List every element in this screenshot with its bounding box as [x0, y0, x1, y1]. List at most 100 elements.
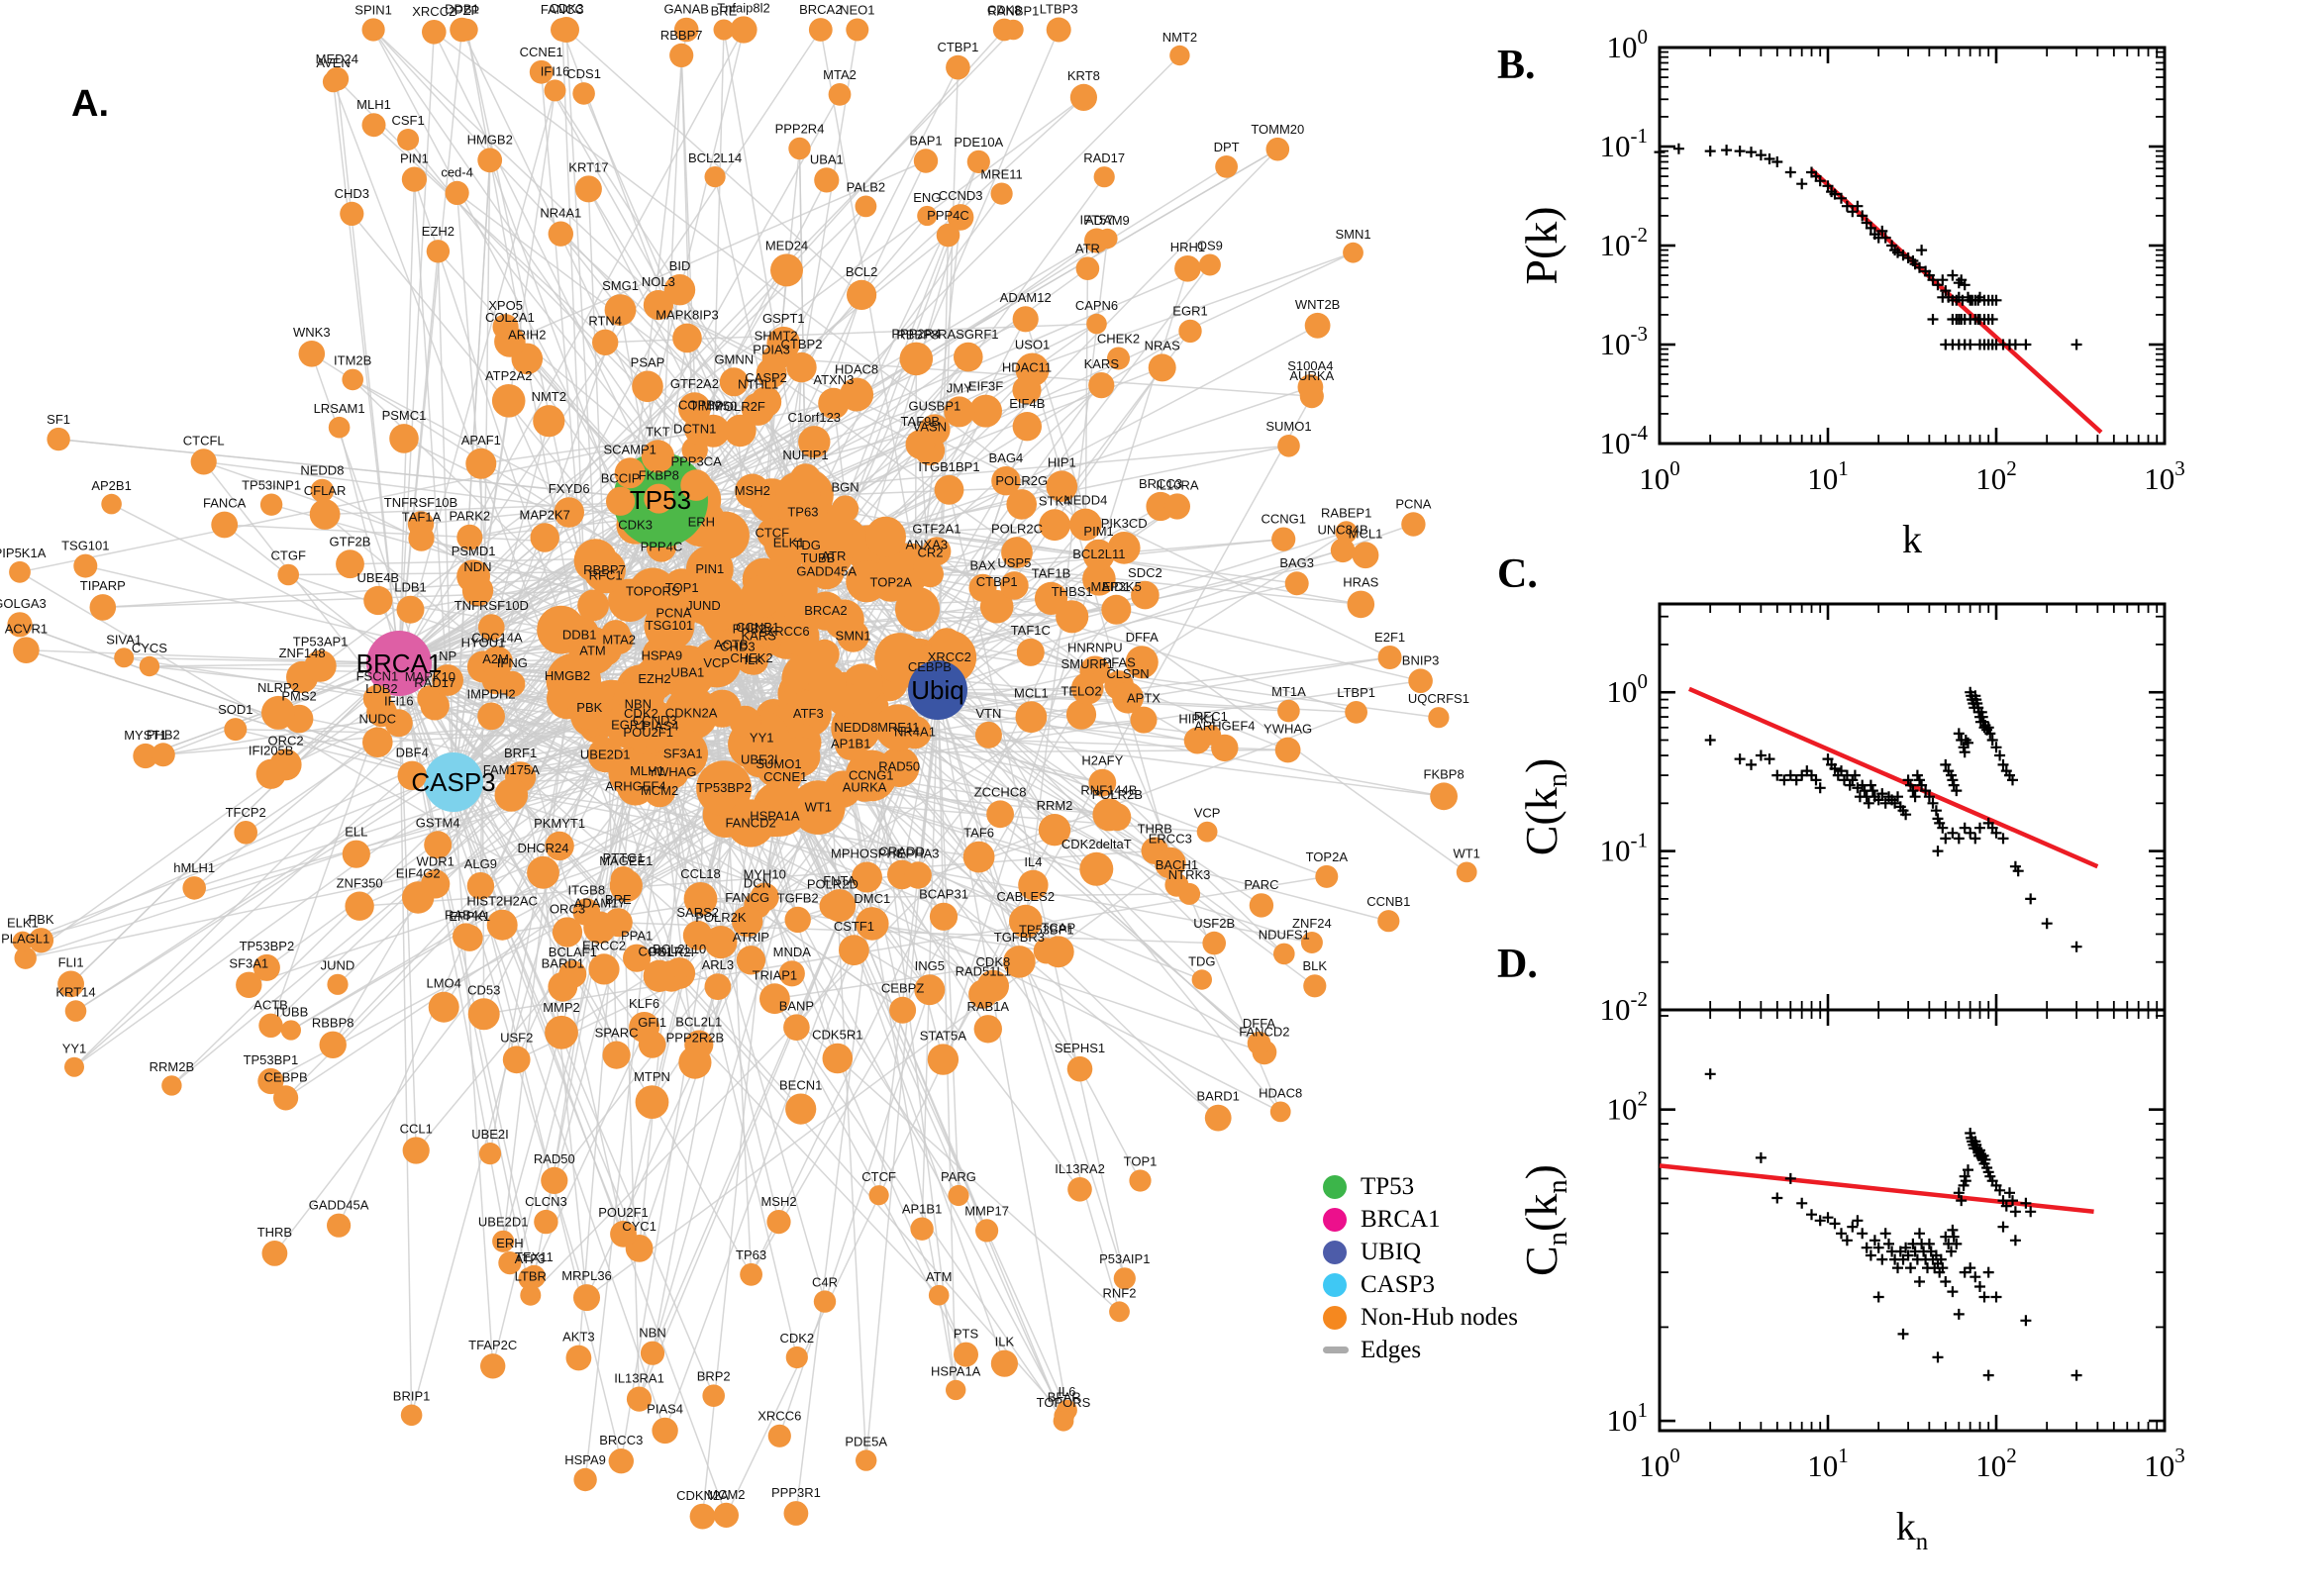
network-edge	[565, 29, 862, 296]
gene-label: PIN1	[400, 150, 429, 165]
network-node	[968, 979, 998, 1009]
gene-label: CTGF	[271, 549, 306, 563]
network-edge	[398, 179, 416, 664]
hub-label-ubiq: Ubiq	[911, 675, 963, 705]
axis-ticks	[1658, 604, 2167, 1012]
network-node	[1018, 869, 1049, 901]
gene-label: BFAR	[1048, 1390, 1081, 1405]
gene-label: POLR2F	[715, 399, 765, 414]
y-axis-title: C(kn)	[1516, 758, 1573, 856]
gene-label: HIPK1	[1178, 712, 1216, 727]
gene-label: SDC2	[1128, 565, 1162, 580]
gene-label: BRCC3	[599, 1433, 643, 1447]
scatter-point	[1940, 1276, 1952, 1287]
gene-label: TAF1C	[1011, 623, 1051, 638]
network-edge	[290, 758, 760, 1032]
scatter-point	[1914, 1228, 1925, 1240]
network-node	[702, 1384, 725, 1407]
network-edge	[660, 240, 1097, 549]
gene-label: IL6	[1058, 1384, 1075, 1399]
network-node	[342, 840, 370, 868]
panel-label-c: C.	[1497, 551, 1538, 597]
x-axis-title: kn	[1896, 1504, 1929, 1555]
network-node	[629, 753, 665, 789]
network-node	[1009, 904, 1043, 939]
network-node	[565, 1345, 592, 1371]
gene-label: EGR1	[611, 718, 646, 733]
scatter-point	[1946, 1246, 1957, 1257]
network-node	[319, 1031, 347, 1059]
network-edge	[586, 861, 1171, 1299]
network-node	[478, 1143, 502, 1165]
gene-label: KARS	[741, 629, 776, 644]
brca1-swatch-icon	[1323, 1207, 1347, 1232]
gene-label: FANCA	[203, 496, 247, 511]
scatter-point	[1841, 200, 1853, 212]
gene-label: AURKA	[843, 779, 887, 794]
gene-label: ATR	[1075, 241, 1100, 255]
scatter-point	[1953, 728, 1965, 740]
network-node	[917, 205, 938, 227]
network-node	[530, 523, 559, 552]
gene-label: MT1A	[1271, 684, 1306, 699]
network-node	[822, 1043, 854, 1074]
gene-label: TAF1A	[402, 510, 442, 525]
network-node	[986, 800, 1014, 829]
scatter-point	[1986, 314, 1998, 325]
legend-label-tp53: TP53	[1361, 1172, 1415, 1200]
network-node	[1377, 646, 1402, 669]
scatter-point	[1872, 1242, 1884, 1253]
network-node	[1088, 768, 1117, 797]
gene-label: CEBPB	[264, 1069, 308, 1084]
network-node	[417, 685, 444, 712]
scatter-point	[1963, 1164, 1973, 1176]
gene-label: PPP3CA	[670, 453, 722, 468]
scatter-point	[1940, 285, 1952, 297]
network-node	[936, 223, 960, 248]
gene-label: XRCC2	[412, 4, 455, 19]
gene-label: TCAP	[1041, 920, 1075, 935]
gene-label: SMG1	[602, 278, 639, 293]
network-node	[1012, 412, 1042, 442]
gene-label: PPP2R4	[891, 327, 941, 342]
gene-label: GFI1	[638, 1015, 666, 1030]
network-node	[954, 342, 983, 372]
network-node	[1006, 489, 1037, 520]
scatter-point	[1994, 1184, 2006, 1196]
gene-label: CCL1	[400, 1121, 433, 1136]
network-node	[114, 648, 135, 668]
scatter-point	[2004, 1187, 2015, 1199]
gene-label: RNF2	[1103, 1285, 1137, 1300]
network-node	[1053, 1410, 1074, 1432]
network-node	[788, 137, 811, 160]
gene-label: CDKN2A	[676, 1488, 729, 1503]
scatter-point	[2020, 1315, 2032, 1327]
network-edge	[725, 829, 1056, 1516]
network-node	[1347, 590, 1375, 619]
scatter-point	[1947, 774, 1959, 786]
scatter-point	[1790, 774, 1802, 786]
gene-label: WNT2B	[1295, 297, 1341, 312]
gene-label: WT1	[1453, 847, 1479, 861]
network-node	[740, 1262, 762, 1286]
network-node	[856, 907, 889, 941]
gene-label: STAT5A	[920, 1028, 967, 1043]
scatter-point	[1982, 1266, 1994, 1278]
gene-label: LTBP3	[1040, 2, 1078, 17]
network-edge	[455, 192, 493, 628]
gene-label: ARL3	[702, 957, 735, 972]
network-node	[626, 1386, 653, 1412]
network-node	[663, 274, 696, 306]
fit-line	[1659, 1163, 2094, 1215]
network-edge	[659, 263, 1211, 501]
gene-label: MTA2	[602, 633, 636, 648]
network-edge	[671, 771, 826, 1302]
network-node	[541, 1166, 568, 1194]
gene-label: NEO1	[840, 3, 874, 18]
network-node	[494, 326, 526, 357]
gene-label: FANCD2	[725, 816, 775, 831]
gene-label: IL13RA1	[614, 1370, 664, 1385]
network-node	[1015, 701, 1048, 734]
network-node	[258, 1013, 283, 1038]
gene-label: UQCRFS1	[1408, 691, 1469, 706]
